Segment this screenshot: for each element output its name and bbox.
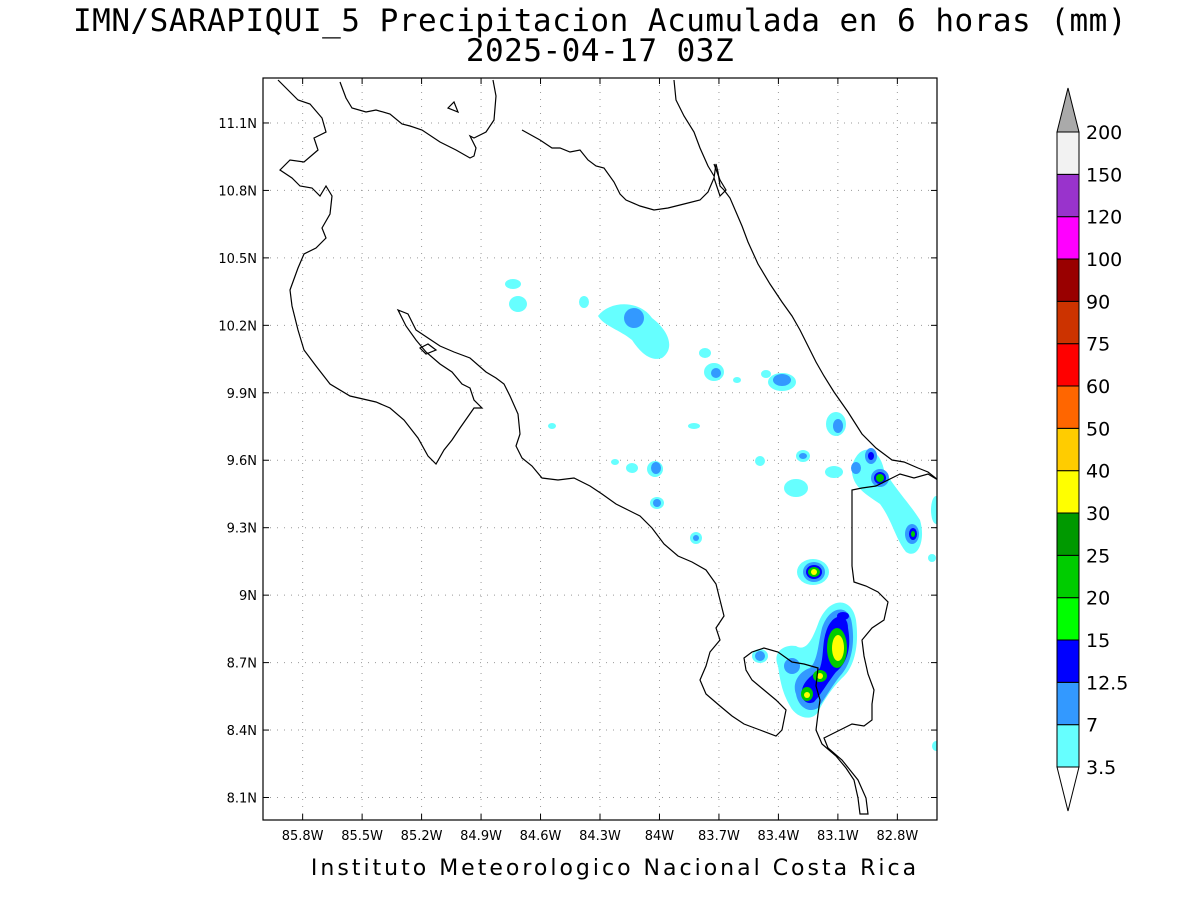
- colorbar-label: 25: [1086, 545, 1110, 567]
- colorbar-label: 7: [1086, 715, 1098, 737]
- colorbar-swatch: [1056, 300, 1080, 345]
- lat-tick-label: 9.6N: [227, 454, 257, 469]
- lat-tick-label: 9.9N: [227, 387, 257, 402]
- colorbar-label: 3.5: [1086, 757, 1116, 779]
- lat-tick-label: 10.2N: [218, 319, 257, 334]
- colorbar-label: 100: [1086, 249, 1122, 271]
- colorbar-label: 150: [1086, 164, 1122, 186]
- lat-tick-label: 9N: [239, 589, 257, 604]
- colorbar-label: 200: [1086, 122, 1122, 144]
- chart-subtitle-date: 2025-04-17 03Z: [465, 33, 735, 69]
- lon-tick-label: 83.1W: [817, 829, 859, 844]
- colorbar-legend: 3.5 7 12.5 15 20 25 30 40 50 60 75 90 100 120 150 200: [1056, 87, 1128, 812]
- colorbar-swatch: [1056, 427, 1080, 472]
- lon-tick-label: 85.2W: [401, 829, 443, 844]
- lon-tick-label: 83.4W: [758, 829, 800, 844]
- colorbar-swatch: [1056, 512, 1080, 556]
- colorbar-swatch: [1056, 597, 1080, 641]
- coastline: [277, 79, 937, 815]
- colorbar-label: 20: [1086, 588, 1110, 610]
- colorbar-label: 120: [1086, 207, 1122, 229]
- colorbar-label: 90: [1086, 291, 1110, 313]
- lat-tick-label: 8.4N: [227, 724, 257, 739]
- colorbar-swatch: [1056, 385, 1080, 429]
- lat-tick-label: 10.8N: [218, 184, 257, 199]
- colorbar-swatch: [1056, 131, 1080, 175]
- colorbar-swatch: [1056, 639, 1080, 683]
- colorbar-swatch: [1056, 258, 1080, 302]
- lon-tick-label: 83.7W: [698, 829, 740, 844]
- colorbar-label: 50: [1086, 418, 1110, 440]
- lon-tick-label: 82.8W: [876, 829, 918, 844]
- colorbar-swatch: [1056, 554, 1080, 599]
- colorbar-swatch: [1056, 343, 1080, 387]
- colorbar-swatch: [1056, 681, 1080, 726]
- lat-tick-label: 10.5N: [218, 252, 257, 267]
- map-grid: [263, 78, 937, 820]
- lat-tick-label: 9.3N: [227, 522, 257, 537]
- precipitation-field: [505, 279, 937, 751]
- colorbar-swatch: [1056, 173, 1080, 218]
- colorbar-swatch: [1056, 470, 1080, 514]
- chart-title: IMN/SARAPIQUI_5 Precipitacion Acumulada …: [73, 3, 1127, 39]
- colorbar-bottom-arrow: [1056, 766, 1080, 812]
- lon-tick-label: 84.3W: [579, 829, 621, 844]
- colorbar-swatch: [1056, 724, 1080, 768]
- colorbar-label: 60: [1086, 376, 1110, 398]
- colorbar-label: 30: [1086, 503, 1110, 525]
- lon-tick-label: 84W: [645, 829, 675, 844]
- credit-text: Instituto Meteorologico Nacional Costa R…: [310, 856, 920, 881]
- lat-tick-label: 11.1N: [218, 117, 257, 132]
- colorbar-label: 15: [1086, 630, 1110, 652]
- colorbar-label: 75: [1086, 334, 1110, 356]
- colorbar-top-arrow: [1056, 87, 1080, 133]
- lat-tick-label: 8.7N: [227, 657, 257, 672]
- colorbar-swatch: [1056, 216, 1080, 260]
- lon-tick-label: 84.6W: [520, 829, 562, 844]
- lon-tick-label: 85.8W: [282, 829, 324, 844]
- lon-tick-label: 85.5W: [341, 829, 383, 844]
- colorbar-label: 40: [1086, 461, 1110, 483]
- map-axes: 85.8W 85.5W 85.2W 84.9W 84.6W 84.3W 84W 83.7W 83…: [218, 78, 937, 844]
- lon-tick-label: 84.9W: [460, 829, 502, 844]
- lat-tick-label: 8.1N: [227, 792, 257, 807]
- colorbar-label: 12.5: [1086, 672, 1128, 694]
